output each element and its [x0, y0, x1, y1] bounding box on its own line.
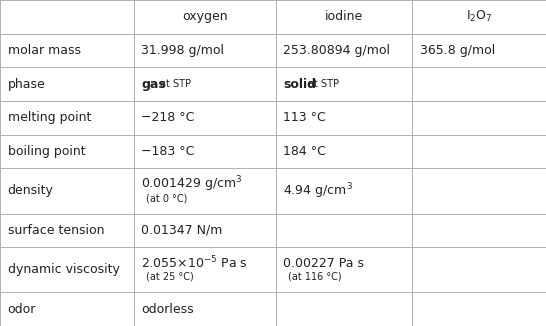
Text: odor: odor [8, 303, 36, 316]
Text: odorless: odorless [141, 303, 194, 316]
Text: phase: phase [8, 78, 45, 91]
Text: dynamic viscosity: dynamic viscosity [8, 263, 120, 276]
Text: 31.998 g/mol: 31.998 g/mol [141, 44, 224, 57]
Text: I$_2$O$_7$: I$_2$O$_7$ [466, 9, 492, 24]
Text: solid: solid [283, 78, 316, 91]
Text: 184 °C: 184 °C [283, 145, 327, 158]
Text: 365.8 g/mol: 365.8 g/mol [420, 44, 495, 57]
Text: 113 °C: 113 °C [283, 111, 326, 124]
Text: (at 0 °C): (at 0 °C) [146, 193, 187, 203]
Text: 4.94 g/cm$^3$: 4.94 g/cm$^3$ [283, 181, 353, 201]
Text: 2.055$\times$10$^{-5}$ Pa s: 2.055$\times$10$^{-5}$ Pa s [141, 255, 248, 272]
Text: 0.00227 Pa s: 0.00227 Pa s [283, 257, 364, 270]
Text: (at 116 °C): (at 116 °C) [288, 272, 341, 282]
Text: −183 °C: −183 °C [141, 145, 195, 158]
Text: boiling point: boiling point [8, 145, 85, 158]
Text: gas: gas [141, 78, 166, 91]
Text: 0.01347 N/m: 0.01347 N/m [141, 224, 223, 237]
Text: 253.80894 g/mol: 253.80894 g/mol [283, 44, 390, 57]
Text: density: density [8, 185, 54, 198]
Text: surface tension: surface tension [8, 224, 104, 237]
Text: (at 25 °C): (at 25 °C) [146, 272, 193, 282]
Text: molar mass: molar mass [8, 44, 81, 57]
Text: melting point: melting point [8, 111, 91, 124]
Text: −218 °C: −218 °C [141, 111, 195, 124]
Text: at STP: at STP [160, 79, 191, 89]
Text: iodine: iodine [325, 10, 363, 23]
Text: 0.001429 g/cm$^3$: 0.001429 g/cm$^3$ [141, 175, 243, 194]
Text: at STP: at STP [308, 79, 340, 89]
Text: oxygen: oxygen [182, 10, 228, 23]
